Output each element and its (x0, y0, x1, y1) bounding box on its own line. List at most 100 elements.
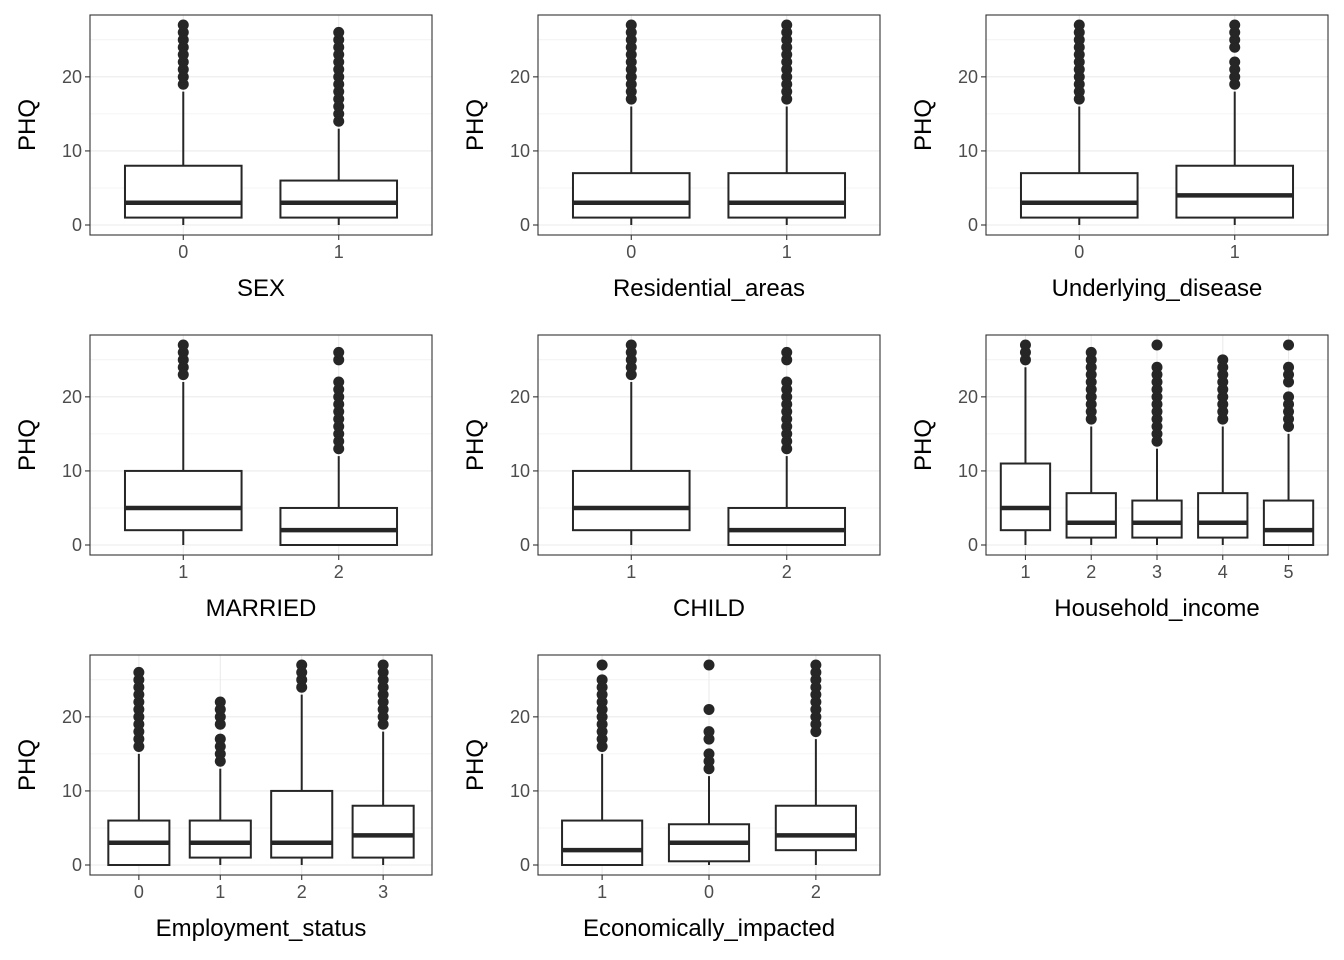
y-tick-label: 20 (509, 66, 530, 87)
y-tick-label: 20 (509, 706, 530, 727)
x-axis-title: Residential_areas (612, 275, 806, 302)
outlier-point (333, 26, 345, 38)
outlier-point (703, 748, 715, 760)
outlier-point (596, 674, 608, 686)
box (1175, 164, 1295, 219)
box (727, 506, 847, 546)
panel-married (85, 334, 433, 560)
x-tick-label: 0 (703, 882, 715, 902)
x-tick-label: 1 (215, 882, 226, 902)
outlier-point (177, 339, 189, 351)
y-axis-title: PHQ (462, 418, 489, 472)
y-tick-label: 0 (519, 535, 530, 555)
y-tick-label: 0 (967, 535, 978, 555)
y-tick-label: 10 (509, 780, 530, 801)
y-tick-label: 10 (957, 460, 978, 481)
y-tick-label: 0 (71, 215, 82, 235)
box (1065, 492, 1117, 539)
panel-border (985, 14, 1329, 236)
outlier-point (1073, 19, 1085, 31)
outlier-point (810, 659, 822, 671)
x-tick-label: 1 (178, 562, 189, 582)
outlier-point (781, 346, 793, 358)
x-axis-title: Household_income (1054, 595, 1260, 622)
box (571, 172, 691, 219)
y-axis-title: PHQ (462, 738, 489, 792)
x-tick-label: 1 (333, 242, 344, 262)
y-tick-label: 10 (61, 140, 82, 161)
outlier-point (1151, 339, 1163, 351)
panel-border (537, 654, 881, 876)
y-tick-label: 0 (71, 855, 82, 875)
panel-border (537, 334, 881, 556)
outlier-point (214, 696, 226, 708)
box (727, 172, 847, 219)
panel-residential_areas (533, 14, 881, 240)
y-tick-label: 20 (957, 386, 978, 407)
x-axis-title: Employment_status (155, 915, 367, 942)
panel-employment_status (85, 654, 433, 880)
x-axis-title: CHILD (672, 595, 746, 622)
y-axis-title: PHQ (462, 98, 489, 152)
box (270, 789, 334, 859)
outlier-point (1229, 19, 1241, 31)
panel-border (89, 334, 433, 556)
box (188, 819, 252, 859)
x-tick-label: 2 (333, 562, 344, 582)
outlier-point (1283, 361, 1295, 373)
y-tick-label: 0 (519, 855, 530, 875)
outlier-point (703, 659, 715, 671)
outlier-point (1283, 339, 1295, 351)
outlier-point (703, 726, 715, 738)
x-tick-label: 5 (1283, 562, 1294, 582)
outlier-point (296, 659, 308, 671)
panel-border (89, 14, 433, 236)
outlier-point (333, 346, 345, 358)
outlier-point (1019, 339, 1031, 351)
y-tick-label: 10 (509, 140, 530, 161)
panel-border (89, 654, 433, 876)
x-tick-label: 1 (1020, 562, 1031, 582)
y-tick-label: 0 (519, 215, 530, 235)
outlier-point (1151, 361, 1163, 373)
y-tick-label: 20 (61, 66, 82, 87)
panel-sex (85, 14, 433, 240)
x-tick-label: 1 (597, 882, 608, 902)
y-tick-label: 10 (957, 140, 978, 161)
box (1197, 492, 1249, 539)
outlier-point (1283, 391, 1295, 403)
y-tick-label: 20 (957, 66, 978, 87)
outlier-point (333, 376, 345, 388)
box (123, 469, 243, 532)
box (571, 469, 691, 532)
x-tick-label: 1 (626, 562, 637, 582)
x-tick-label: 2 (810, 882, 821, 902)
panel-economically_impacted (533, 654, 881, 880)
x-axis-title: SEX (236, 275, 286, 302)
x-axis-title: MARRIED (205, 595, 317, 622)
y-tick-label: 20 (509, 386, 530, 407)
y-tick-label: 0 (71, 535, 82, 555)
outlier-point (1217, 354, 1229, 366)
box (774, 804, 857, 852)
x-tick-label: 1 (1229, 242, 1240, 262)
box (999, 462, 1052, 532)
panel-household_income (981, 334, 1329, 560)
y-tick-label: 10 (61, 780, 82, 801)
box (1019, 172, 1139, 219)
box (279, 506, 399, 546)
box (123, 164, 243, 219)
y-tick-label: 20 (61, 706, 82, 727)
x-tick-label: 4 (1217, 562, 1228, 582)
outlier-point (377, 659, 389, 671)
panel-underlying_disease (981, 14, 1329, 240)
box (1131, 499, 1183, 539)
x-tick-label: 3 (378, 882, 389, 902)
x-tick-label: 0 (133, 882, 144, 902)
x-tick-label: 2 (1086, 562, 1097, 582)
outlier-point (625, 19, 637, 31)
box (561, 819, 644, 866)
outlier-point (781, 376, 793, 388)
y-axis-title: PHQ (910, 98, 937, 152)
x-tick-label: 2 (781, 562, 792, 582)
